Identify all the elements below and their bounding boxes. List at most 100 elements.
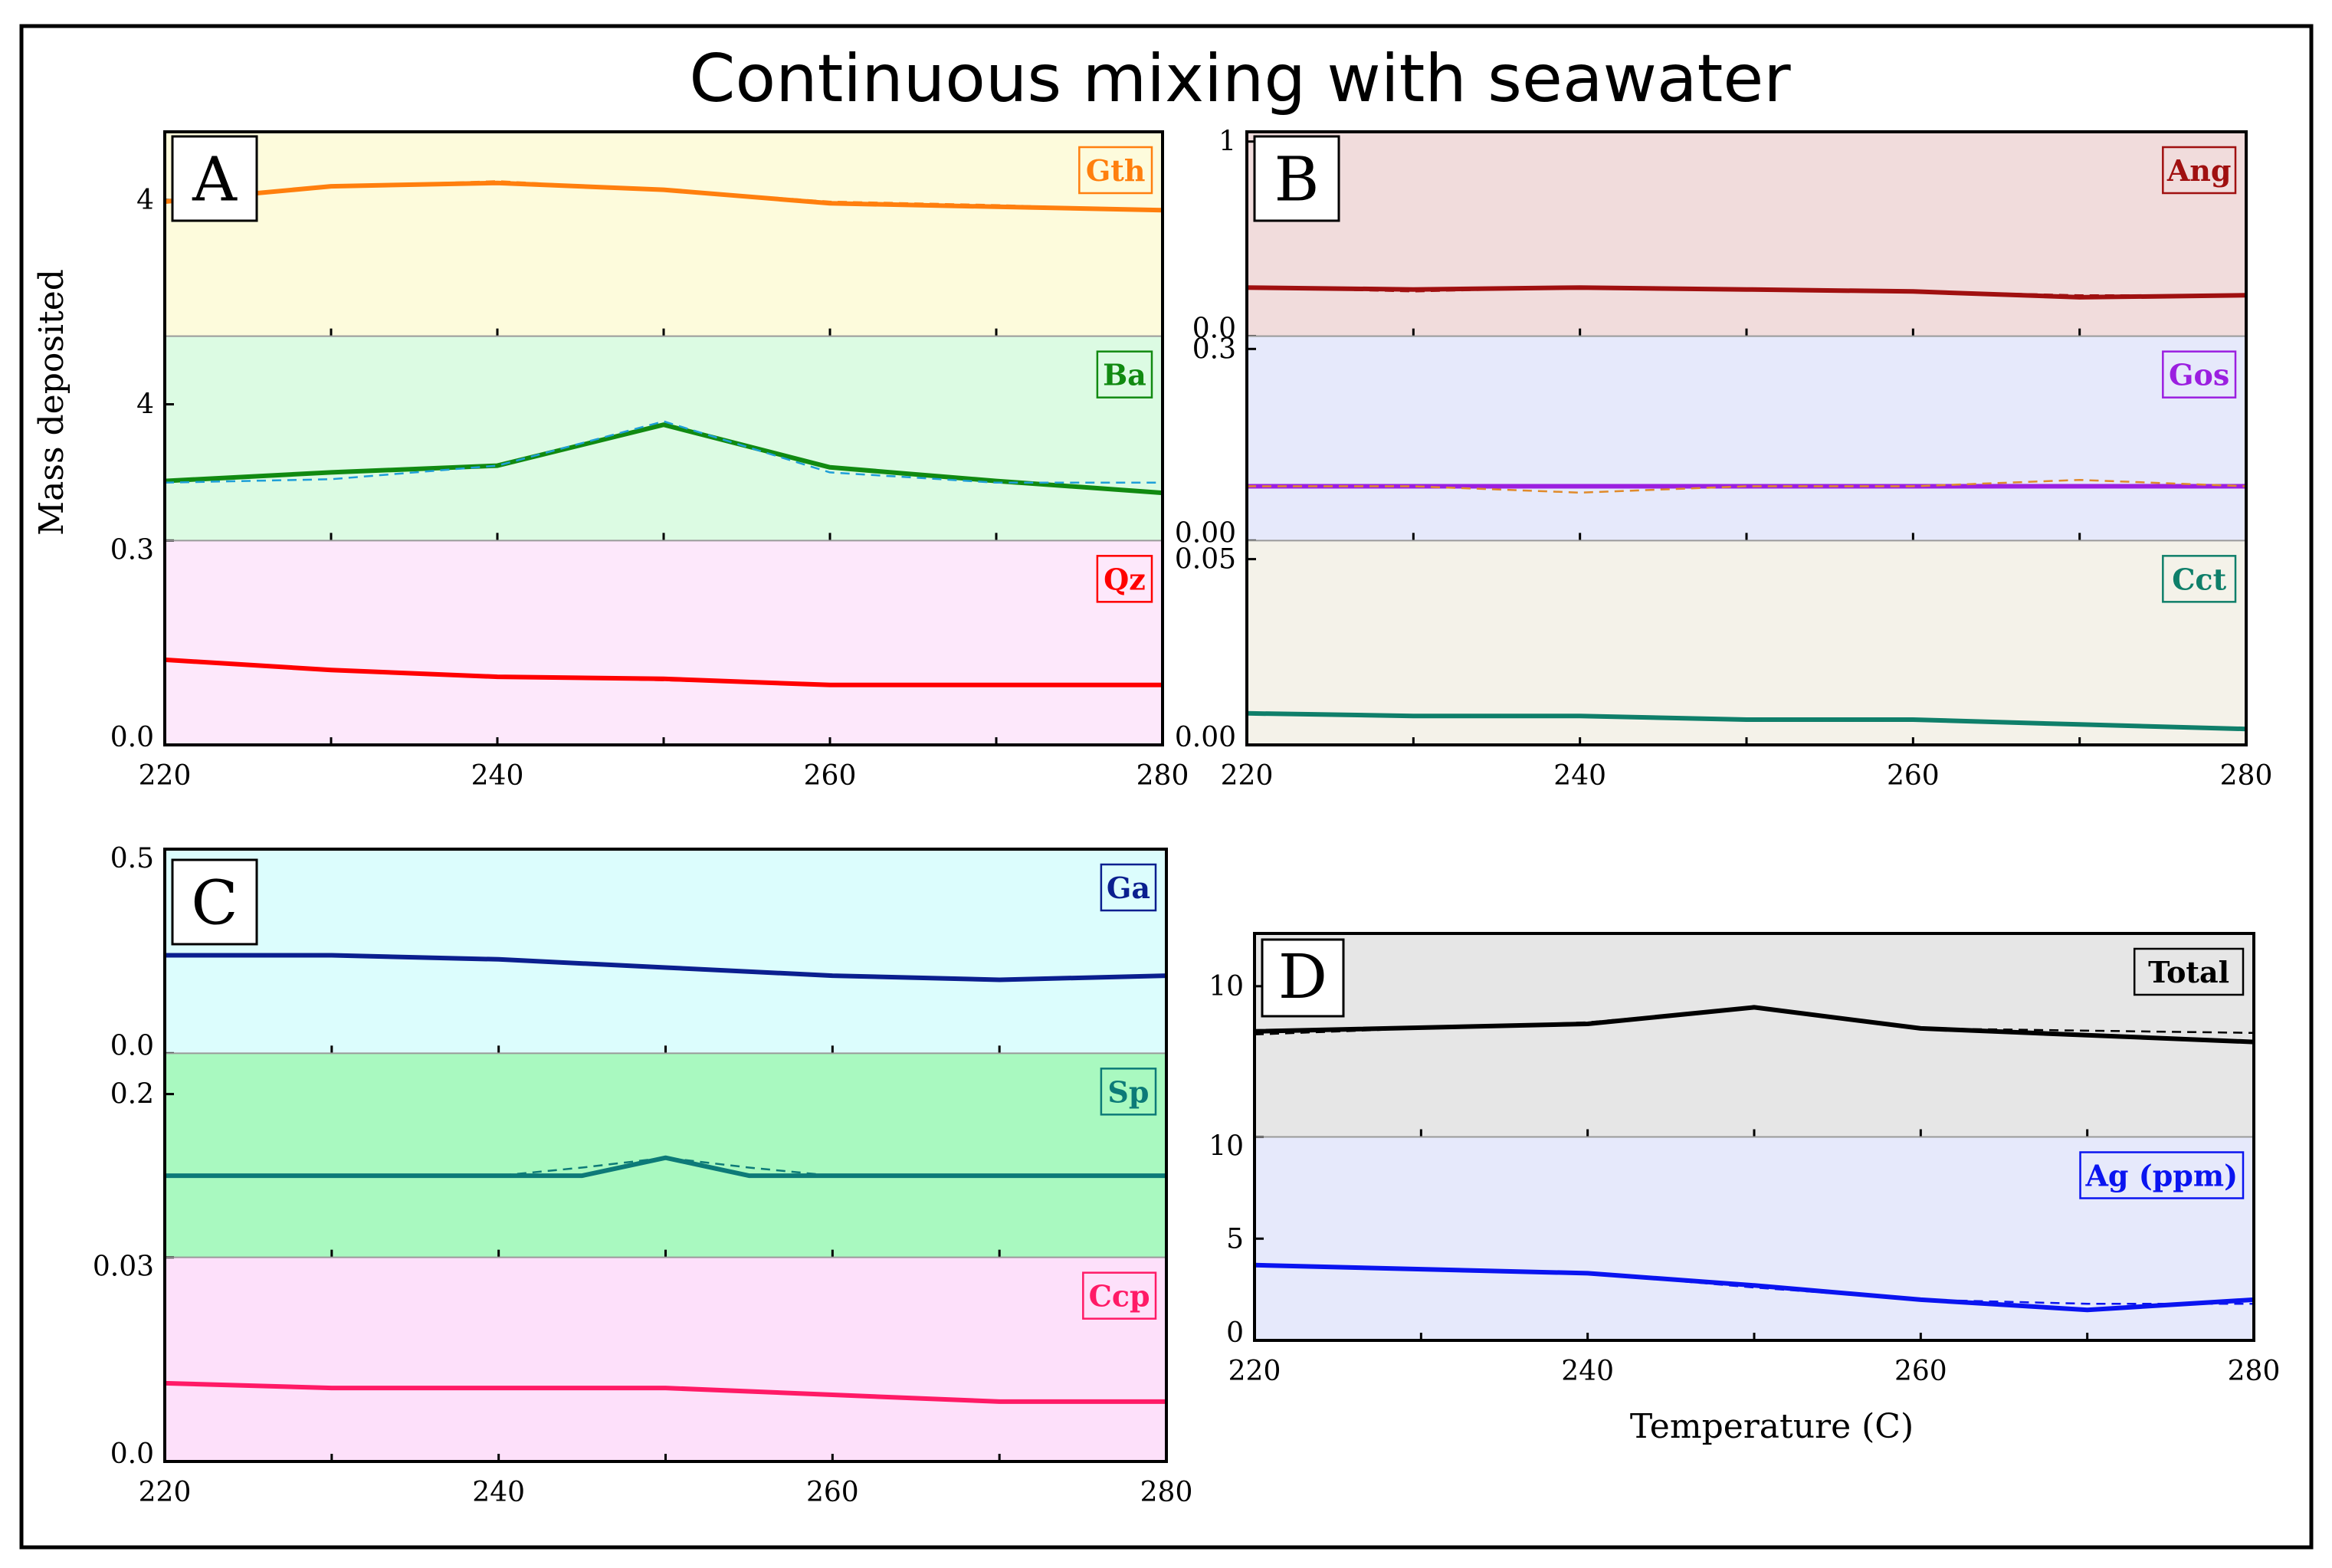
mineral-label-box [2079, 1151, 2245, 1199]
y-tick-label: 0.0 [1192, 313, 1236, 345]
y-tick-label: 4 [136, 389, 154, 421]
subplot-background [165, 132, 1163, 336]
y-tick-label: 0.0 [110, 1438, 154, 1470]
panel-letter: A [192, 144, 238, 215]
series-line-dashed [164, 180, 1163, 212]
series-line-dashed [165, 954, 1167, 981]
series-line-dashed [1254, 1264, 2254, 1305]
panel-letter: B [1274, 144, 1320, 215]
mineral-label-ccp: Ccp [1089, 1279, 1150, 1314]
chart-title: Continuous mixing with seawater [689, 41, 1791, 117]
y-tick-label: 0 [1226, 1317, 1244, 1349]
mineral-label-qz: Qz [1104, 562, 1146, 596]
mineral-label-ag-ppm: Ag (ppm) [2084, 1159, 2238, 1193]
x-tick-label: 240 [471, 760, 524, 792]
subplot-background [165, 540, 1163, 745]
series-line-dashed [164, 420, 1163, 484]
mineral-label-ang: Ang [2166, 153, 2232, 188]
x-axis-label: Temperature (C) [1630, 1407, 1914, 1446]
mineral-label-box [1096, 350, 1153, 399]
y-tick-label: 10 [1209, 1131, 1244, 1163]
mineral-label-gth: Gth [1086, 153, 1146, 188]
mineral-label-gos: Gos [2169, 358, 2229, 392]
subplot-cct: 0.00 0.05 Cct [1175, 540, 2247, 753]
x-tick-label: 240 [1553, 760, 1606, 792]
series-line-solid [164, 180, 1163, 213]
subplot-ang: 0.0 1 Ang [1192, 126, 2247, 345]
panel-d: 10 Total 0 5 10 Ag (ppm) 220 240 260 280 D [1209, 932, 2281, 1387]
series-line-solid [165, 1155, 1166, 1179]
series-line-dashed [164, 658, 1163, 687]
x-tick-label: 240 [1561, 1356, 1614, 1387]
panel-letter-box [171, 858, 258, 946]
subplot-background [1247, 540, 2246, 745]
subplot-ga: 0.0 0.5 Ga [110, 843, 1167, 1061]
series-line-dashed [1246, 712, 2247, 730]
mineral-label-box [1078, 146, 1153, 195]
x-tick-label: 260 [1894, 1356, 1947, 1387]
subplot-background [165, 849, 1166, 1054]
mineral-label-total: Total [2148, 955, 2229, 989]
x-tick-label: 220 [139, 760, 192, 792]
y-tick-label: 0.00 [1175, 722, 1236, 753]
x-tick-label: 240 [472, 1477, 525, 1508]
x-tick-label: 280 [2228, 1356, 2281, 1387]
panel-frame [163, 130, 1164, 746]
subplot-ba: 4 Ba [136, 335, 1163, 541]
y-tick-label: 0.0 [110, 1030, 154, 1061]
y-tick-label: 1 [1218, 126, 1236, 158]
panel-letter: C [191, 868, 238, 939]
x-tick-label: 220 [1228, 1356, 1281, 1387]
panel-c: 0.0 0.5 Ga 0.2 Sp 0.0 0.03 Ccp 220 240 260 280 C [93, 843, 1193, 1508]
subplot-total: 10 Total [1209, 933, 2255, 1137]
panel-a: 4 Gth 4 Ba 0.0 0.3 Qz 220 240 260 280 A [110, 130, 1189, 792]
panel-frame [163, 848, 1168, 1463]
y-tick-label: 0.03 [93, 1251, 154, 1283]
y-tick-label: 0.3 [1192, 333, 1236, 365]
panel-letter: D [1278, 941, 1327, 1012]
series-line-solid [164, 422, 1163, 496]
mineral-label-box [1100, 1068, 1157, 1116]
y-tick-label: 0.0 [110, 722, 154, 753]
x-tick-label: 260 [804, 760, 857, 792]
subplot-background [165, 1053, 1166, 1258]
panel-letter-box [1261, 938, 1345, 1018]
subplot-qz: 0.0 0.3 Qz [110, 534, 1163, 753]
y-tick-label: 4 [136, 185, 154, 216]
y-tick-label: 5 [1226, 1223, 1244, 1255]
series-line-dashed [1246, 286, 2246, 297]
x-tick-label: 220 [139, 1477, 192, 1508]
mineral-label-ba: Ba [1103, 358, 1146, 392]
subplot-ccp: 0.0 0.03 Ccp [93, 1251, 1166, 1470]
subplot-sp: 0.2 Sp [110, 1052, 1166, 1258]
panel-frame [1253, 932, 2255, 1342]
series-line-dashed [1247, 478, 2247, 494]
subplot-background [1247, 132, 2246, 336]
panel-frame [1245, 130, 2248, 746]
panel-letter-box [1253, 135, 1340, 222]
subplot-background [1247, 336, 2246, 541]
mineral-label-box [1100, 863, 1157, 912]
mineral-label-cct: Cct [2172, 562, 2226, 596]
x-tick-label: 220 [1221, 760, 1274, 792]
mineral-label-box [1096, 555, 1153, 603]
mineral-label-box [2162, 350, 2237, 399]
mineral-label-sp: Sp [1107, 1074, 1149, 1109]
series-line-dashed [164, 1382, 1166, 1403]
mineral-label-ga: Ga [1107, 871, 1150, 905]
mineral-label-box [2162, 555, 2237, 603]
x-tick-label: 260 [806, 1477, 859, 1508]
y-tick-label: 0.00 [1175, 517, 1236, 549]
subplot-gos: 0.00 0.3 Gos [1175, 333, 2247, 549]
series-line-dashed [1254, 1006, 2255, 1036]
x-tick-label: 280 [1140, 1477, 1193, 1508]
panel-letter-box [171, 135, 258, 222]
y-tick-label: 0.5 [110, 843, 154, 874]
x-tick-label: 280 [2220, 760, 2273, 792]
subplot-background [165, 336, 1163, 541]
subplot-background [165, 1257, 1166, 1461]
subplot-gth: 4 Gth [136, 132, 1163, 336]
